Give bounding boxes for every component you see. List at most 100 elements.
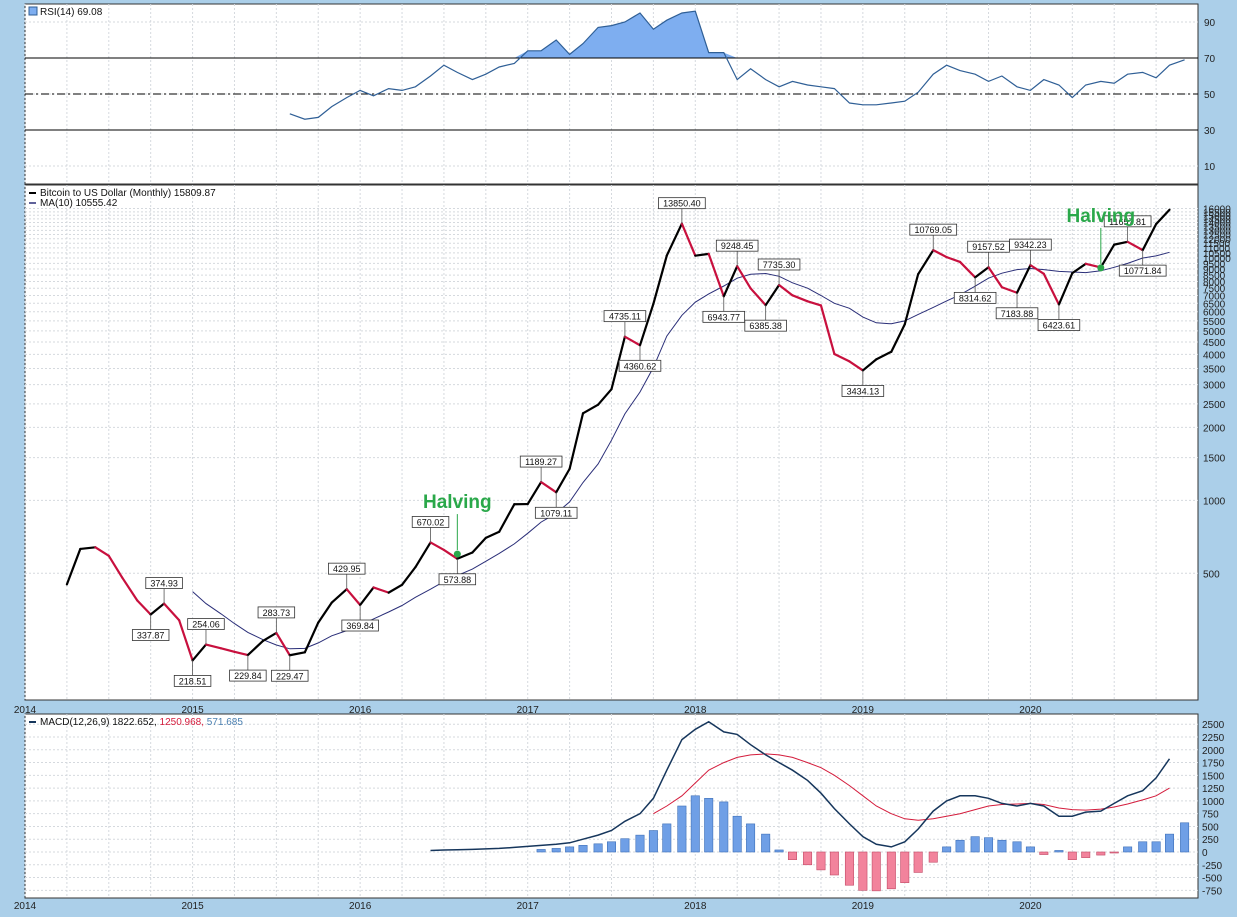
- label-text: 429.95: [333, 564, 361, 574]
- price-legend: Bitcoin to US Dollar (Monthly) 15809.87: [40, 188, 216, 199]
- halving-dot: [1097, 264, 1105, 272]
- macd-tick-label: 500: [1202, 822, 1219, 833]
- label-box: [534, 506, 578, 519]
- price-segment: [317, 601, 333, 624]
- label-box: [328, 562, 366, 575]
- macd-histogram-bar: [955, 839, 965, 853]
- macd-legend-legend_signal: 1250.968,: [157, 717, 204, 728]
- label-text: 10771.84: [1124, 266, 1162, 276]
- label-box: [173, 675, 212, 687]
- price-segment: [581, 403, 600, 415]
- rsi-tick-label: 10: [1204, 162, 1216, 173]
- price-segment: [191, 643, 208, 662]
- macd-tick-label: 1250: [1202, 784, 1225, 795]
- macd-histogram-bar: [593, 843, 603, 853]
- price-year-label: 2020: [1019, 705, 1042, 716]
- label-text: 10769.05: [914, 225, 952, 235]
- macd-year-label: 2018: [684, 901, 707, 912]
- price-tick-label: 6000: [1203, 308, 1226, 319]
- macd-year-label: 2016: [349, 901, 372, 912]
- price-segment: [498, 503, 516, 533]
- price-segment: [958, 260, 977, 279]
- macd-legend-legend_hist: 571.685: [204, 717, 243, 728]
- ma-legend: MA(10) 10555.42: [40, 198, 118, 209]
- macd-histogram-bar: [607, 841, 616, 853]
- price-value-label: 8314.62: [953, 277, 997, 304]
- macd-histogram-bar: [816, 851, 826, 871]
- macd-histogram-bar: [829, 851, 839, 876]
- label-box: [1009, 238, 1052, 251]
- price-value-label: 254.06: [187, 618, 225, 645]
- macd-histogram-bar: [1012, 841, 1022, 853]
- price-segment: [568, 412, 585, 470]
- price-segment: [806, 300, 823, 307]
- halving-label: Halving: [1066, 206, 1135, 227]
- macd-histogram-bar: [648, 830, 658, 853]
- macd-histogram-bar: [900, 851, 910, 883]
- price-segment: [623, 335, 642, 347]
- price-value-label: 11657.81: [1103, 215, 1152, 242]
- macd-tick-label: 0: [1202, 848, 1208, 859]
- macd-histogram-bar: [1165, 833, 1175, 853]
- price-tick-label: 10500: [1203, 249, 1231, 260]
- price-tick-label: 11000: [1203, 244, 1231, 255]
- price-year-label: 2019: [852, 705, 875, 716]
- price-segment: [471, 536, 487, 554]
- price-segment: [1113, 240, 1129, 246]
- price-tick-label: 12000: [1203, 235, 1231, 246]
- halving-marker: Halving: [1066, 206, 1135, 272]
- price-tick-label: 16000: [1203, 204, 1231, 215]
- price-value-label: 6423.61: [1037, 304, 1081, 331]
- label-text: 573.88: [444, 575, 472, 585]
- price-tick-label: 13000: [1203, 226, 1231, 237]
- price-segment: [429, 541, 446, 552]
- price-segment: [555, 467, 571, 494]
- price-segment: [219, 647, 236, 653]
- halving-marker: Halving: [423, 492, 492, 558]
- rsi-tick-label: 70: [1204, 54, 1216, 65]
- label-box: [618, 359, 662, 372]
- price-segment: [456, 551, 474, 560]
- label-box: [658, 197, 706, 210]
- price-tick-label: 8000: [1203, 277, 1226, 288]
- price-segment: [694, 252, 710, 257]
- macd-histogram-bar: [565, 846, 575, 853]
- label-text: 369.84: [346, 621, 374, 631]
- rsi-line: [289, 10, 1185, 120]
- price-segment: [987, 266, 1004, 289]
- price-segment: [1015, 264, 1032, 294]
- price-segment: [1155, 208, 1171, 226]
- macd-histogram-bar: [886, 851, 896, 890]
- label-box: [411, 516, 450, 528]
- price-tick-label: 5000: [1203, 327, 1226, 338]
- label-box: [995, 307, 1039, 320]
- price-segment: [162, 602, 181, 622]
- label-text: 7735.30: [763, 260, 796, 270]
- price-value-label: 1189.27: [519, 455, 563, 483]
- price-value-label: 4735.11: [603, 310, 647, 337]
- label-text: 4360.62: [624, 361, 657, 371]
- macd-histogram-bar: [1081, 851, 1091, 858]
- rsi-layer: 10 30 50 70 90 RSI(14) 69.08: [24, 4, 1216, 184]
- macd-histogram-bar: [942, 846, 952, 853]
- price-tick-label: 1500: [1203, 454, 1226, 465]
- price-value-label: 6943.77: [702, 296, 746, 323]
- macd-histogram-bar: [913, 851, 923, 873]
- price-segment: [652, 254, 668, 305]
- price-segment: [442, 548, 459, 560]
- macd-tick-label: -250: [1202, 861, 1222, 872]
- price-segment: [178, 619, 194, 662]
- price-value-label: 369.84: [341, 605, 379, 632]
- price-value-label: 9342.23: [1009, 238, 1052, 266]
- price-segment: [819, 304, 836, 356]
- price-segment: [303, 621, 320, 654]
- price-segment: [372, 586, 390, 594]
- price-value-label: 9248.45: [715, 239, 759, 267]
- price-tick-label: 500: [1203, 569, 1220, 580]
- label-text: 6385.38: [749, 321, 782, 331]
- price-segment: [1141, 222, 1158, 252]
- price-segment: [387, 583, 404, 594]
- macd-histogram-bar: [1039, 851, 1049, 855]
- label-box: [757, 258, 801, 271]
